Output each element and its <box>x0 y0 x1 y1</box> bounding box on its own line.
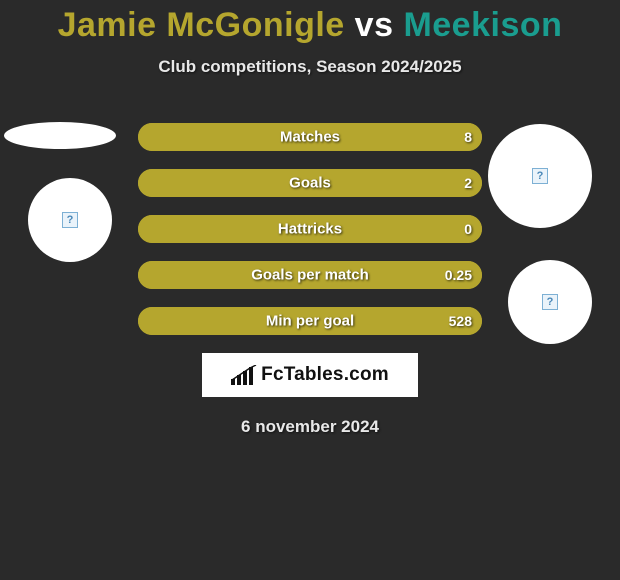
placeholder-icon: ? <box>62 212 78 228</box>
stat-value-right: 2 <box>464 175 472 191</box>
stat-label: Hattricks <box>278 221 342 238</box>
ellipse-top-left <box>4 122 116 149</box>
stat-value-right: 0 <box>464 221 472 237</box>
stat-value-right: 528 <box>449 313 472 329</box>
stat-row: 8 Matches <box>138 123 482 151</box>
circle-bottom-right: ? <box>508 260 592 344</box>
stat-label: Min per goal <box>266 313 354 330</box>
stat-row: 528 Min per goal <box>138 307 482 335</box>
circle-left: ? <box>28 178 112 262</box>
subtitle: Club competitions, Season 2024/2025 <box>0 57 620 77</box>
stat-row: 2 Goals <box>138 169 482 197</box>
stat-label: Goals per match <box>251 267 369 284</box>
date: 6 november 2024 <box>0 417 620 437</box>
stat-value-right: 0.25 <box>445 267 472 283</box>
stat-label: Matches <box>280 129 340 146</box>
stat-label: Goals <box>289 175 331 192</box>
stat-row: 0.25 Goals per match <box>138 261 482 289</box>
placeholder-icon: ? <box>542 294 558 310</box>
player2-name: Meekison <box>403 6 562 44</box>
fctables-icon <box>231 365 257 385</box>
logo-box: FcTables.com <box>202 353 418 397</box>
comparison-title: Jamie McGonigle vs Meekison <box>0 0 620 45</box>
circle-top-right: ? <box>488 124 592 228</box>
player1-name: Jamie McGonigle <box>58 6 345 44</box>
stat-value-right: 8 <box>464 129 472 145</box>
stat-row: 0 Hattricks <box>138 215 482 243</box>
vs-text: vs <box>355 6 394 44</box>
logo-text: FcTables.com <box>261 364 389 386</box>
placeholder-icon: ? <box>532 168 548 184</box>
